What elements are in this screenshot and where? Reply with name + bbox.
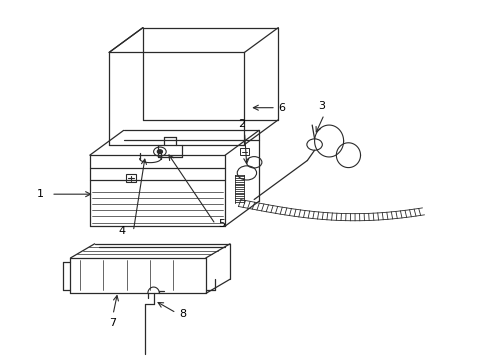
Text: 3: 3 [318,101,325,111]
Text: 1: 1 [37,189,44,199]
Text: 8: 8 [179,309,185,319]
Text: 7: 7 [109,318,116,328]
Text: 6: 6 [278,103,285,113]
Text: 2: 2 [238,118,245,129]
FancyBboxPatch shape [125,174,136,182]
FancyBboxPatch shape [240,148,248,155]
Text: 5: 5 [218,219,224,229]
Text: 4: 4 [119,226,126,237]
Circle shape [157,150,162,153]
